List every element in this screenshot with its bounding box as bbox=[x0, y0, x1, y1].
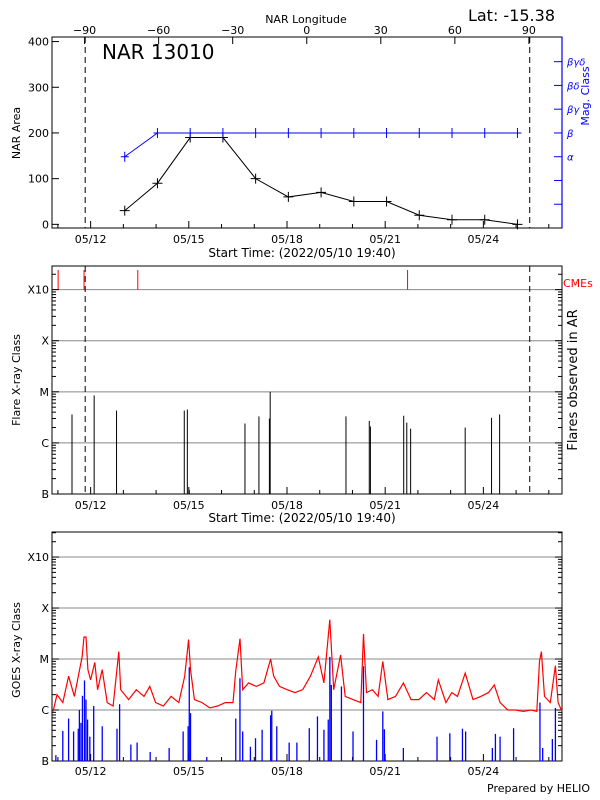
goes-class-ylabel: GOES X-ray Class bbox=[10, 602, 23, 698]
nar-area-point bbox=[414, 210, 425, 221]
top-x-tick-label: 0 bbox=[303, 24, 310, 37]
x-tick-label: 05/12 bbox=[75, 765, 107, 778]
top-x-tick-label: 60 bbox=[448, 24, 462, 37]
x-tick-label: 05/24 bbox=[468, 233, 500, 246]
mag-class-point bbox=[349, 127, 358, 138]
y-tick-label: C bbox=[41, 437, 49, 450]
mag-class-point bbox=[120, 151, 129, 162]
cme-label: CMEs bbox=[563, 277, 593, 290]
mag-class-point bbox=[317, 127, 326, 138]
nar-area-ylabel: NAR Area bbox=[10, 107, 23, 159]
nar-area-point bbox=[316, 187, 327, 198]
x-tick-label: 05/18 bbox=[271, 765, 303, 778]
y-tick-label: 400 bbox=[28, 36, 49, 49]
nar-xlabel: Start Time: (2022/05/10 19:40) bbox=[208, 246, 395, 260]
mag-class-point bbox=[382, 127, 391, 138]
mag-class-point bbox=[153, 127, 162, 138]
x-tick-label: 05/15 bbox=[173, 765, 205, 778]
y-tick-label: C bbox=[41, 704, 49, 717]
x-tick-label: 05/21 bbox=[369, 233, 401, 246]
mag-class-point bbox=[448, 127, 456, 138]
nar-area-point bbox=[119, 205, 130, 216]
y-tick-label: X bbox=[41, 602, 49, 615]
y-tick-label: B bbox=[41, 755, 49, 768]
nar-area-point bbox=[250, 173, 261, 184]
nar-area-point bbox=[447, 214, 457, 225]
top-axis-label: NAR Longitude bbox=[265, 13, 347, 26]
y-tick-label: X10 bbox=[27, 551, 49, 564]
x-tick-label: 05/12 bbox=[75, 499, 107, 512]
plot-frame bbox=[51, 265, 563, 495]
mag-class-point bbox=[186, 127, 195, 138]
prepared-by-label: Prepared by HELIO bbox=[487, 782, 590, 795]
nar-area-point bbox=[152, 178, 163, 189]
top-x-tick-label: −90 bbox=[73, 24, 96, 37]
plot-frame bbox=[51, 531, 563, 762]
y-tick-label: X bbox=[41, 335, 49, 348]
flares-observed-label: Flares observed in AR bbox=[566, 309, 581, 450]
mag-class-point bbox=[284, 127, 293, 138]
x-tick-label: 05/12 bbox=[75, 233, 107, 246]
top-x-tick-label: 90 bbox=[522, 24, 536, 37]
y-tick-label: 0 bbox=[42, 218, 49, 231]
x-tick-label: 05/21 bbox=[369, 499, 401, 512]
mag-class-tick-label: βγ bbox=[566, 105, 580, 116]
x-tick-label: 05/18 bbox=[271, 233, 303, 246]
nar-area-line bbox=[124, 137, 518, 225]
latitude-label: Lat: -15.38 bbox=[468, 6, 555, 25]
mag-class-point bbox=[251, 127, 260, 138]
mag-class-point bbox=[480, 127, 489, 138]
mag-class-point bbox=[415, 127, 424, 138]
y-tick-label: 200 bbox=[28, 127, 49, 140]
flare-class-ylabel: Flare X-ray Class bbox=[10, 334, 23, 426]
nar-area-point bbox=[348, 196, 359, 207]
x-tick-label: 05/21 bbox=[369, 765, 401, 778]
mag-class-tick-label: β bbox=[566, 129, 574, 140]
top-x-tick-label: 30 bbox=[374, 24, 388, 37]
top-x-tick-label: −30 bbox=[221, 24, 244, 37]
mag-class-tick-label: α bbox=[567, 153, 574, 164]
x-tick-label: 05/24 bbox=[468, 765, 500, 778]
nar-area-point bbox=[283, 191, 294, 202]
mag-class-ylabel: Mag. Class bbox=[579, 66, 592, 125]
nar-area-point bbox=[512, 219, 523, 230]
mag-class-point bbox=[513, 127, 522, 138]
y-tick-label: 100 bbox=[28, 173, 49, 186]
x-tick-label: 05/15 bbox=[173, 233, 205, 246]
mag-class-tick-label: βγδ bbox=[566, 58, 585, 69]
y-tick-label: M bbox=[40, 653, 50, 666]
y-tick-label: M bbox=[40, 386, 50, 399]
x-tick-label: 05/18 bbox=[271, 499, 303, 512]
nar-area-point bbox=[381, 196, 392, 207]
y-tick-label: 300 bbox=[28, 81, 49, 94]
y-tick-label: X10 bbox=[27, 284, 49, 297]
chart-marks: 0 100 200 300 400 −90 −60 −30 0 30 60 90 05/12 05/15 0… bbox=[27, 24, 585, 778]
goes-long-line bbox=[52, 619, 563, 713]
mag-class-point bbox=[218, 127, 227, 138]
x-tick-label: 05/15 bbox=[173, 499, 205, 512]
x-tick-label: 05/24 bbox=[468, 499, 500, 512]
mag-class-tick-label: βδ bbox=[566, 81, 580, 92]
top-x-tick-label: −60 bbox=[147, 24, 170, 37]
y-tick-label: B bbox=[41, 488, 49, 501]
nar-area-point bbox=[479, 214, 490, 225]
flares-xlabel: Start Time: (2022/05/10 19:40) bbox=[208, 511, 395, 525]
